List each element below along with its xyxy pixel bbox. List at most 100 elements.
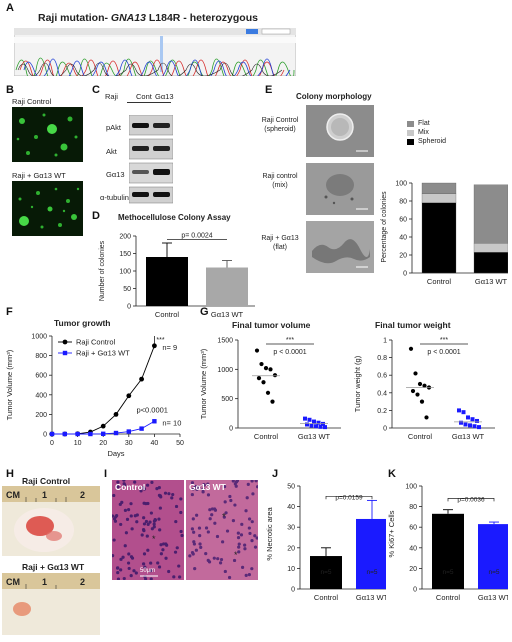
cell-nucleus — [133, 514, 137, 518]
stacked-bar-flat — [421, 182, 457, 194]
stacked-bar-spheroid — [421, 202, 457, 274]
ruler-num-2-bottom: 2 — [80, 577, 85, 587]
cell-nucleus — [124, 531, 129, 535]
tumor-photo-wt: CM 1 2 — [2, 573, 100, 635]
x-category-label: Control — [155, 310, 180, 319]
ruler-cm-bottom: CM — [6, 577, 20, 587]
cell-nucleus — [141, 562, 146, 566]
cell-nucleus — [193, 484, 197, 489]
data-point-wt — [459, 420, 463, 425]
cell-nucleus — [247, 526, 251, 530]
chart-final-tumor-weight: 0 0.2 0.4 0.6 0.8 1 Tumor weight (g) Control Gα1… — [353, 337, 495, 441]
cell-nucleus — [174, 519, 178, 524]
cell-nucleus — [149, 511, 153, 515]
x-tick-label: 40 — [151, 440, 159, 447]
cell-nucleus — [164, 556, 168, 560]
cell-nucleus — [198, 542, 202, 546]
cell-nucleus — [122, 480, 126, 482]
chart-K-y-tick-label: 0 — [413, 587, 417, 594]
chart-F-y-tick-label: 800 — [35, 353, 47, 360]
chart-E-y-tick-label: 20 — [399, 253, 407, 260]
cell-nucleus — [120, 500, 124, 504]
panel-c-col-cont: Cont — [136, 92, 152, 101]
cell-nucleus — [195, 487, 199, 492]
panel-e-row-1-line1: Raji Control — [261, 117, 299, 124]
chart-G2-y-tick-label: 0.2 — [377, 408, 387, 415]
cell-nucleus — [180, 533, 184, 538]
panel-e-row-3-line1: Raji + Gα13 — [261, 235, 299, 242]
cell-nucleus — [223, 569, 227, 574]
necrosis-marker: * — [222, 512, 226, 523]
data-point-wt — [101, 431, 106, 437]
cell-nucleus — [250, 539, 254, 543]
cell-nucleus — [190, 527, 194, 531]
cell-nucleus — [129, 514, 133, 518]
cell-nucleus — [245, 496, 249, 500]
cell-nucleus — [175, 546, 179, 550]
chart-J-y-tick-label: 10 — [287, 566, 295, 573]
cell-nucleus — [116, 485, 120, 489]
chart-ki67-cells: 0 20 40 60 80 100 Control Gα13 WT % Ki67+ Cells p… — [387, 484, 508, 602]
cell-nucleus — [141, 527, 146, 532]
x-category-label: Control — [436, 593, 461, 602]
panel-letter-h: H — [6, 468, 14, 480]
x-category-label: Gα13 WT — [356, 593, 386, 602]
cell-nucleus — [199, 545, 203, 550]
data-point-wt — [314, 424, 318, 429]
panel-d-title: Methocellulose Colony Assay — [118, 213, 231, 222]
data-point-wt — [318, 424, 323, 429]
cell-nucleus — [222, 515, 226, 519]
data-point-wt — [477, 425, 481, 430]
legend-label-control: Raji Control — [76, 338, 116, 347]
chart-G2-y-tick-label: 0 — [383, 426, 387, 433]
chart-K-y-tick-label: 80 — [409, 504, 417, 511]
data-point-control — [259, 361, 264, 367]
cell-nucleus — [149, 569, 153, 573]
cell-nucleus — [236, 531, 240, 535]
x-category-label: Control — [254, 432, 279, 441]
cell-nucleus — [206, 530, 210, 534]
p-value-label: p= 0.0024 — [181, 233, 212, 240]
data-point-control — [268, 367, 273, 372]
chart-D-y-tick-label: 150 — [119, 251, 131, 258]
chart-J-y-tick-label: 50 — [287, 484, 295, 491]
chart-G2-y-tick-label: 0.4 — [377, 390, 387, 397]
y-axis-label: % Necrotic area — [265, 506, 274, 560]
stacked-bar-flat — [473, 184, 508, 244]
data-point-wt — [126, 429, 131, 434]
colony-photo-control — [12, 107, 83, 162]
cell-nucleus — [231, 519, 236, 523]
cell-nucleus — [170, 496, 174, 500]
ruler-num-2-top: 2 — [80, 490, 85, 500]
histology-label-wt: Gα13 WT — [189, 482, 226, 492]
panel-c-header-raji: Raji — [105, 92, 118, 101]
cell-nucleus — [204, 552, 208, 556]
cell-nucleus — [206, 493, 211, 497]
panel-e-row-3-line2: (flat) — [273, 244, 287, 251]
cell-nucleus — [135, 520, 139, 524]
cell-nucleus — [157, 517, 161, 521]
cell-nucleus — [152, 522, 156, 526]
cell-nucleus — [157, 486, 161, 490]
data-point-control — [408, 346, 414, 351]
cell-nucleus — [129, 555, 134, 559]
cell-nucleus — [115, 566, 120, 570]
cell-nucleus — [221, 540, 225, 544]
panel-h-label-bottom: Raji + Gα13 WT — [22, 562, 85, 572]
data-point-control — [413, 371, 418, 376]
legend-label-flat: Flat — [418, 120, 430, 127]
n-label-control: n=5 — [442, 569, 453, 576]
x-category-label: Gα13 WT — [478, 593, 508, 602]
western-blot-image — [129, 115, 173, 204]
cell-nucleus — [132, 569, 136, 573]
panel-g-title-right: Final tumor weight — [375, 320, 451, 330]
p-value-label: p < 0.0001 — [273, 349, 306, 356]
cell-nucleus — [224, 511, 228, 515]
chart-F-y-tick-label: 600 — [35, 373, 47, 380]
p-value-label: p < 0.0001 — [427, 349, 460, 356]
cell-nucleus — [244, 573, 248, 578]
cell-nucleus — [116, 577, 121, 580]
cell-nucleus — [127, 552, 131, 556]
tumor-photo-control: CM 1 2 — [2, 486, 100, 556]
morphology-photo-mix — [306, 163, 374, 215]
